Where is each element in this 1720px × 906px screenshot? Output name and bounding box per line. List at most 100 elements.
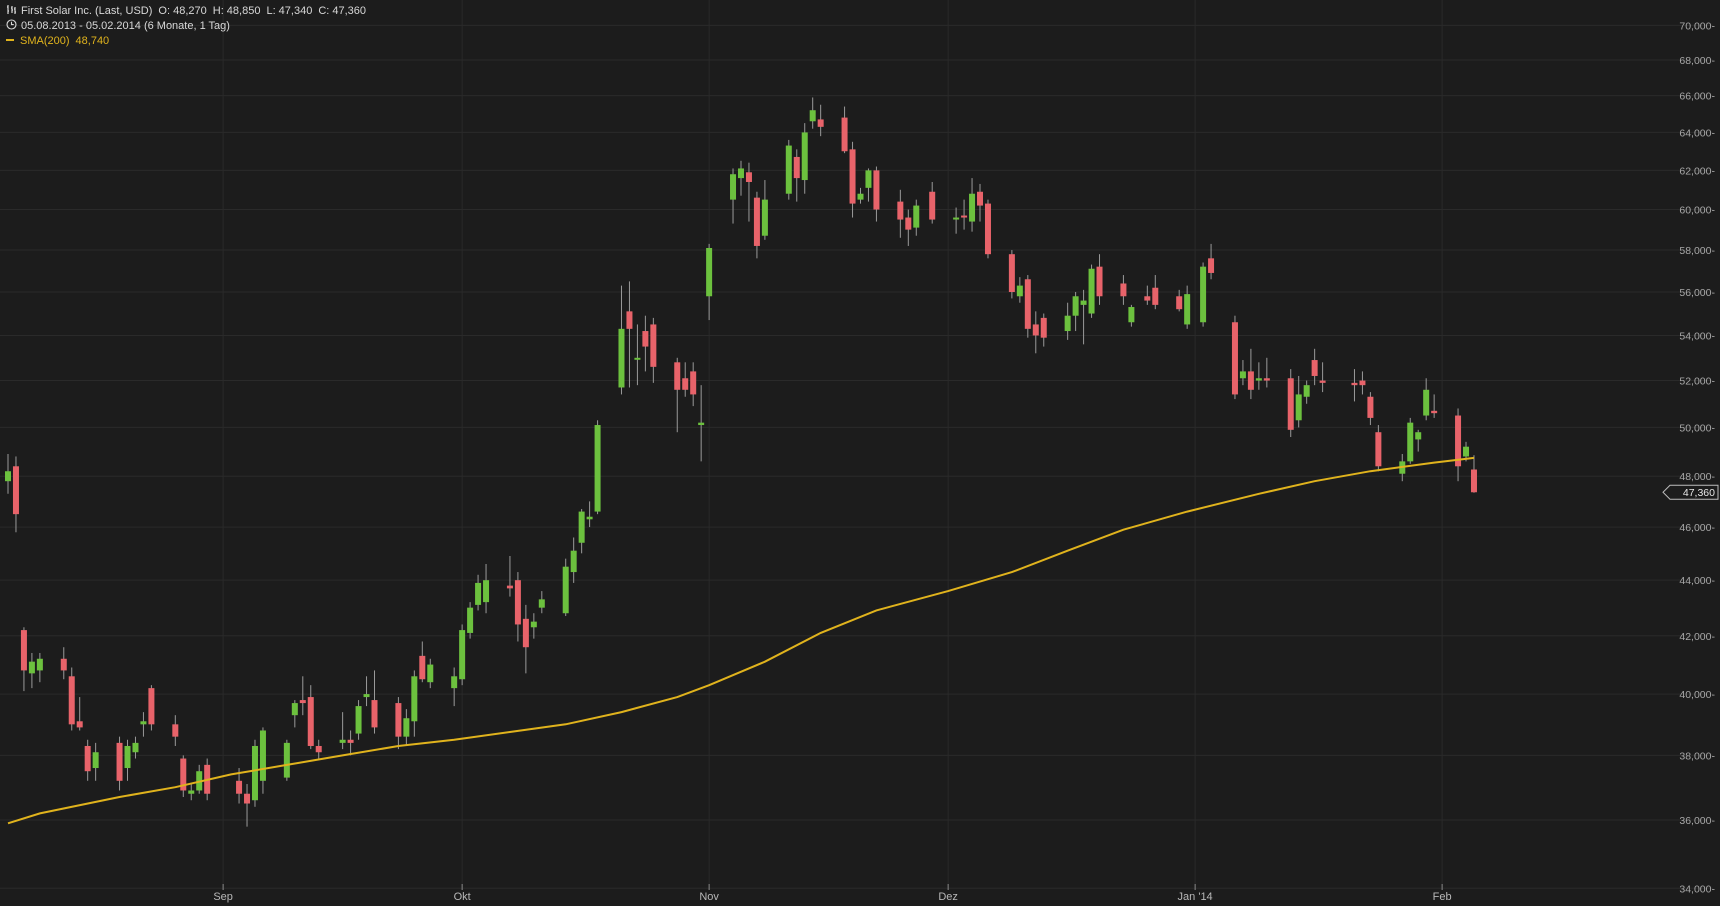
candle-body-down <box>347 739 354 743</box>
y-tick-label: 54,000- <box>1679 330 1715 342</box>
candle <box>873 166 880 222</box>
candle <box>1176 289 1183 312</box>
candle-body-down <box>180 758 187 791</box>
candle <box>1152 275 1159 310</box>
candle-body-up <box>1295 394 1302 421</box>
candle <box>1072 291 1079 332</box>
candle <box>1295 375 1302 428</box>
candle <box>5 454 11 494</box>
candle-body-down <box>244 793 251 804</box>
candle-body-up <box>1088 268 1095 314</box>
candle-body-down <box>1247 371 1254 390</box>
candle-body-down <box>76 721 83 728</box>
candle-body-up <box>188 790 195 794</box>
candle <box>1016 277 1023 303</box>
candle <box>36 652 43 683</box>
candle <box>793 149 800 202</box>
candle-body-down <box>419 655 426 680</box>
candle <box>1096 254 1103 305</box>
candle <box>291 700 298 728</box>
candle-body-up <box>363 694 370 698</box>
candle-body-down <box>642 331 649 347</box>
candle <box>753 191 760 259</box>
candle <box>618 285 625 395</box>
candle-body-up <box>1184 294 1191 325</box>
candle-body-up <box>913 205 920 228</box>
candle <box>467 602 474 639</box>
candle-body-down <box>793 156 800 179</box>
candle-body-down <box>841 117 848 152</box>
candle <box>1455 408 1462 482</box>
x-tick-label: Sep <box>213 891 233 903</box>
candle <box>626 281 633 388</box>
candle-body-up <box>809 110 816 122</box>
last-price-marker: 47,360 <box>1662 484 1719 500</box>
candle <box>570 537 577 583</box>
candle-body-up <box>969 193 976 222</box>
candle-body-down <box>1144 296 1151 301</box>
candle <box>1367 392 1374 426</box>
candle-body-down <box>1208 258 1215 273</box>
candle-body-up <box>28 661 35 674</box>
y-tick-label: 48,000- <box>1679 471 1715 483</box>
candle-body-down <box>1431 410 1438 414</box>
sma-value: 48,740 <box>75 35 110 47</box>
candle-body-down <box>68 676 75 725</box>
sma-label: SMA(200) <box>20 35 70 47</box>
candle-body-down <box>84 745 91 772</box>
y-tick-label: 60,000- <box>1679 205 1715 217</box>
candle-body-up <box>1128 307 1135 323</box>
candle <box>1255 362 1262 390</box>
candle <box>1319 362 1326 393</box>
candle-body-up <box>586 516 593 520</box>
candle-body-up <box>251 745 258 801</box>
candle <box>427 658 434 689</box>
candle-body-down <box>977 191 984 206</box>
candle-body-up <box>259 730 266 781</box>
candle-body-down <box>522 618 529 648</box>
candle <box>483 564 490 614</box>
candle-body-down <box>817 119 824 127</box>
candle <box>984 199 991 259</box>
candle-body-down <box>172 724 179 737</box>
candle <box>1231 315 1238 400</box>
candle <box>68 667 75 731</box>
sma-legend[interactable]: SMA(200) 48,740 <box>6 34 109 48</box>
date-range-header: 05.08.2013 - 05.02.2014 (6 Monate, 1 Tag… <box>6 19 230 33</box>
y-tick-label: 56,000- <box>1679 287 1715 299</box>
candle <box>538 591 545 614</box>
candle <box>1200 262 1207 327</box>
candle-body-up <box>355 706 362 734</box>
y-tick-label: 66,000- <box>1679 91 1715 103</box>
date-range: 05.08.2013 - 05.02.2014 (6 Monate, 1 Tag… <box>21 20 230 32</box>
candle <box>148 685 155 731</box>
candle-body-down <box>905 217 912 230</box>
candle-body-down <box>1040 317 1047 338</box>
candle <box>259 727 266 794</box>
candle-body-down <box>1455 415 1462 467</box>
candle-body-up <box>1200 266 1207 323</box>
candle <box>1311 348 1318 386</box>
candle <box>12 456 19 533</box>
candle <box>251 739 258 807</box>
candle <box>283 739 290 781</box>
candle-body-down <box>1470 469 1477 493</box>
candle <box>849 141 856 218</box>
candle-body-up <box>291 703 298 716</box>
candle <box>180 755 187 797</box>
candle <box>706 243 713 321</box>
instrument-title: First Solar Inc. (Last, USD) <box>21 5 153 17</box>
x-tick-label: Feb <box>1433 891 1452 903</box>
candle-body-down <box>650 324 657 367</box>
candle <box>116 736 123 791</box>
candle-body-up <box>618 328 625 388</box>
candle <box>1303 380 1310 404</box>
candle <box>1423 378 1430 421</box>
x-tick-label: Okt <box>454 891 471 903</box>
y-tick-label: 70,000- <box>1679 20 1715 32</box>
candle-body-up <box>483 580 490 603</box>
candle-body-up <box>865 170 872 188</box>
candle <box>140 712 147 737</box>
candle-body-up <box>578 511 585 543</box>
